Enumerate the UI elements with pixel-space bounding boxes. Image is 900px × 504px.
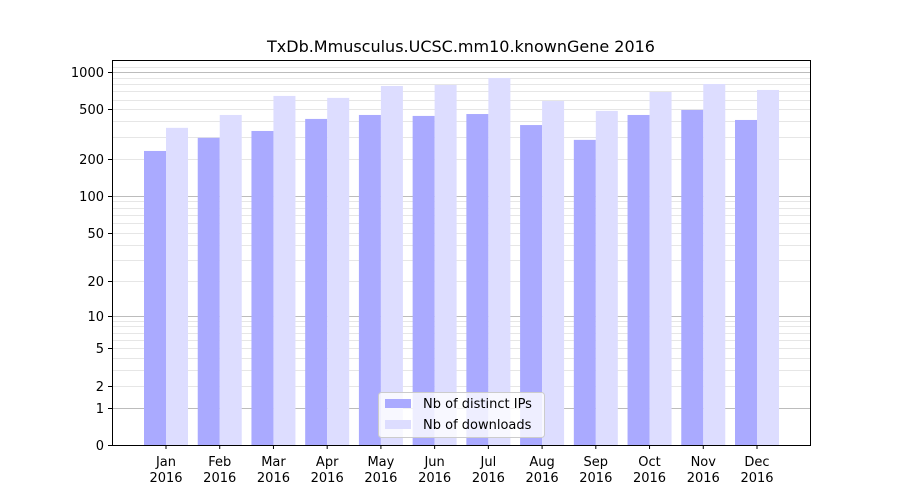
x-tick-label: Jul 2016 [472,455,505,486]
bar-downloads [380,85,403,445]
x-tick-label-line: Oct [638,455,660,470]
bar-distinct-ips [305,118,328,445]
legend: Nb of distinct IPs Nb of downloads [378,392,545,438]
x-tick-label-line: Feb [208,455,231,470]
x-tick-label-line: 2016 [579,471,612,486]
bar-downloads [488,77,511,445]
x-tick-label-line: Apr [316,455,339,470]
y-tick-label: 2 [96,380,104,395]
x-tick-label: Mar 2016 [257,455,290,486]
bar-downloads [595,110,618,445]
legend-label: Nb of downloads [423,418,532,433]
x-tick-label: Jan 2016 [149,455,182,486]
bar-downloads [542,101,565,445]
x-tick-label: May 2016 [364,455,397,486]
x-tick-label-line: 2016 [687,471,720,486]
bar-distinct-ips [735,119,757,446]
x-tick-label: Feb 2016 [203,455,236,486]
bar-distinct-ips [251,130,274,446]
bar-downloads [434,84,457,445]
bar-distinct-ips [681,109,704,445]
x-tick-label-line: 2016 [472,471,505,486]
x-tick-label-line: Mar [261,455,286,470]
y-tick-label: 50 [87,227,104,242]
bar-downloads [273,95,296,445]
x-tick-label-line: 2016 [311,471,344,486]
bar-distinct-ips [197,137,220,446]
bar-distinct-ips [412,115,435,445]
x-tick-label-line: 2016 [149,471,182,486]
legend-label: Nb of distinct IPs [423,397,532,412]
legend-swatch [385,399,411,408]
bar-downloads [219,114,242,445]
x-tick-label: Jun 2016 [418,455,451,486]
bar-distinct-ips [573,139,596,445]
x-tick-label-line: May [367,455,394,470]
x-tick-label: Sep 2016 [579,455,612,486]
x-tick-label-line: Jan [155,455,176,470]
y-tick-label: 1000 [71,66,104,81]
y-tick-label: 10 [87,310,104,325]
bar-downloads [757,89,779,445]
x-tick-label-line: 2016 [526,471,559,486]
bar-downloads [649,91,672,445]
bar-downloads [166,127,188,445]
x-tick-label-line: 2016 [740,471,773,486]
x-tick-label-line: Jun [423,455,444,470]
bar-distinct-ips [520,125,543,445]
bar-downloads [703,84,726,446]
x-tick-label: Aug 2016 [526,455,559,486]
y-tick-label: 0 [96,439,104,454]
x-tick-label-line: Nov [691,455,717,470]
x-tick-label: Oct 2016 [633,455,666,486]
x-tick-label-line: 2016 [364,471,397,486]
x-tick-label: Nov 2016 [687,455,720,486]
bar-distinct-ips [627,114,650,445]
y-tick-label: 1 [96,402,104,417]
y-tick-label: 200 [79,153,104,168]
x-tick-label-line: 2016 [418,471,451,486]
x-tick-label-line: 2016 [633,471,666,486]
bar-distinct-ips [358,114,381,445]
x-tick-label-line: Aug [529,455,554,470]
bar-distinct-ips [144,150,166,445]
bar-downloads [327,97,350,446]
y-tick-label: 100 [79,190,104,205]
x-tick-label: Dec 2016 [740,455,773,486]
bar-distinct-ips [466,114,489,446]
y-axis: 0 1 2 5 10 20 50 100 200 500 1000 [71,66,112,454]
bars [144,77,779,446]
y-tick-label: 500 [79,103,104,118]
legend-box [378,392,545,438]
x-tick-label-line: 2016 [203,471,236,486]
chart-title: TxDb.Mmusculus.UCSC.mm10.knownGene 2016 [266,37,655,56]
plot-frame [112,60,811,446]
x-tick-label-line: 2016 [257,471,290,486]
x-tick-label-line: Jul [480,455,497,470]
y-tick-label: 20 [87,275,104,290]
y-tick-label: 5 [96,342,104,357]
legend-swatch [385,420,411,429]
x-tick-label-line: Dec [744,455,769,470]
x-tick-label-line: Sep [584,455,609,470]
x-tick-label: Apr 2016 [311,455,344,486]
